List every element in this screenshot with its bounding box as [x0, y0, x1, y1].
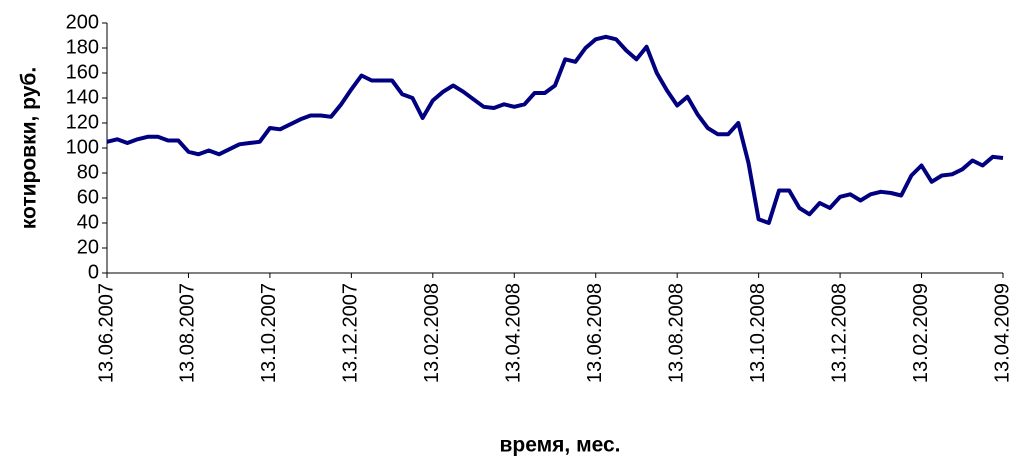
- y-tick-label: 140: [66, 86, 99, 108]
- x-tick-label: 13.10.2008: [747, 283, 769, 383]
- x-tick-label: 13.04.2008: [503, 283, 525, 383]
- y-tick-label: 40: [77, 211, 99, 233]
- x-tick-label: 13.02.2009: [910, 283, 932, 383]
- y-tick-label: 160: [66, 61, 99, 83]
- x-tick-label: 13.06.2007: [95, 283, 117, 383]
- x-tick-label: 13.08.2008: [665, 283, 687, 383]
- data-line: [106, 34, 1004, 225]
- x-axis-title: время, мес.: [499, 434, 620, 457]
- x-tick-label: 13.12.2008: [828, 283, 850, 383]
- y-tick-label: 0: [88, 261, 99, 283]
- y-tick-label: 80: [77, 161, 99, 183]
- x-tick-label: 13.08.2007: [177, 283, 199, 383]
- y-tick-label: 60: [77, 186, 99, 208]
- y-tick-label: 200: [66, 11, 99, 33]
- y-tick-label: 120: [66, 111, 99, 133]
- y-axis-title: котировки, руб.: [18, 67, 41, 229]
- y-tick-label: 20: [77, 236, 99, 258]
- x-tick-label: 13.12.2007: [340, 283, 362, 383]
- x-tick-label: 13.10.2007: [258, 283, 280, 383]
- y-tick-label: 180: [66, 36, 99, 58]
- x-tick-label: 13.02.2008: [421, 283, 443, 383]
- y-tick-label: 100: [66, 136, 99, 158]
- x-tick-label: 13.06.2008: [584, 283, 606, 383]
- x-tick-label: 13.04.2009: [991, 283, 1011, 383]
